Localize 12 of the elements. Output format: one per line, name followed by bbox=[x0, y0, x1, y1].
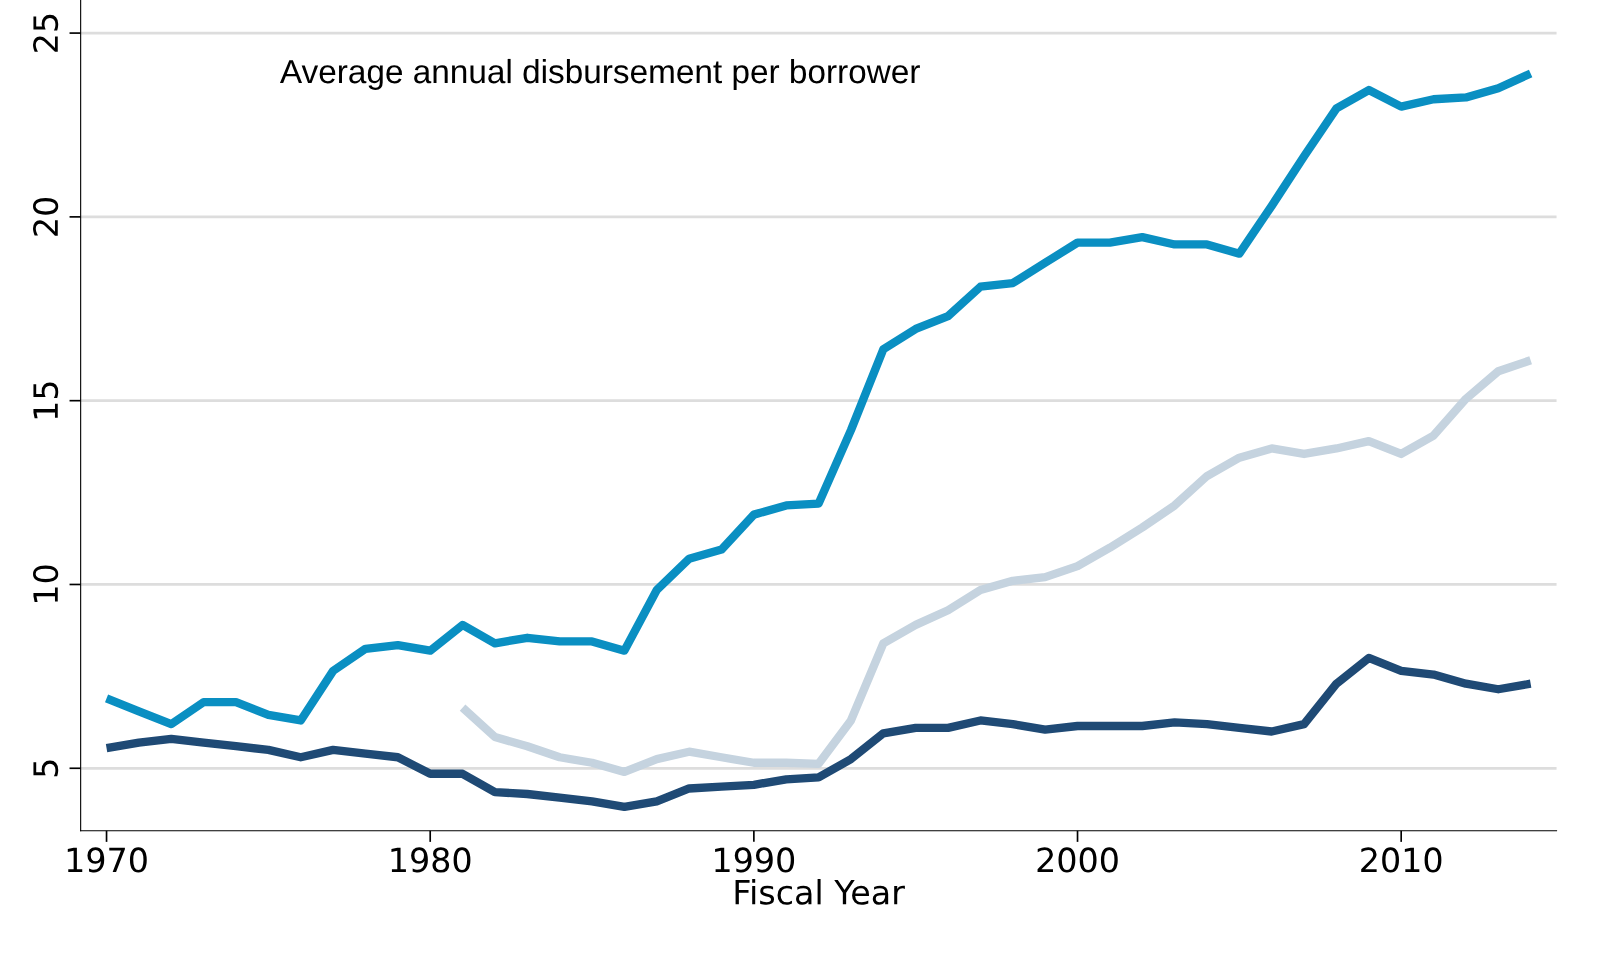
y-tick-label: 25 bbox=[33, 14, 59, 52]
x-tick-label: 1980 bbox=[391, 847, 471, 873]
annotation: Average annual disbursement per borrower bbox=[279, 58, 920, 90]
y-tick-label: 10 bbox=[33, 565, 59, 603]
x-tick-label: 1990 bbox=[715, 847, 795, 873]
y-tick-label: 20 bbox=[33, 197, 59, 236]
x-tick-label: 2000 bbox=[1037, 847, 1118, 873]
x-tick-label: 2010 bbox=[1361, 847, 1442, 873]
y-tick-label: 15 bbox=[33, 382, 59, 419]
x-tick-label: 1970 bbox=[67, 847, 147, 873]
y-tick-label: 5 bbox=[33, 760, 59, 777]
x-axis-title: Fiscal Year bbox=[735, 878, 905, 905]
